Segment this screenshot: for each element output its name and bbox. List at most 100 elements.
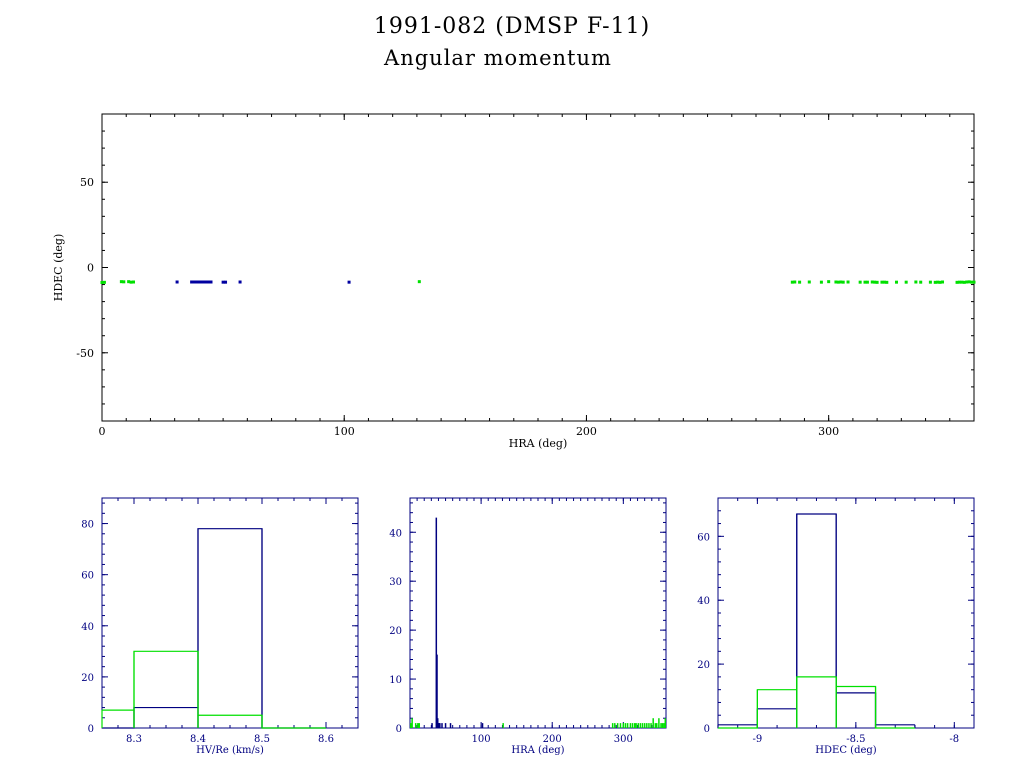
chart1-data-point bbox=[221, 280, 225, 284]
chart1-data-point bbox=[962, 280, 966, 284]
chart1-x-axis-label: HRA (deg) bbox=[509, 437, 568, 450]
chart2-y-tick-label: 40 bbox=[81, 622, 94, 633]
chart-subtitle: Angular momentum bbox=[384, 46, 612, 70]
chart1-data-point bbox=[819, 280, 823, 284]
chart1-y-tick-label: 50 bbox=[80, 176, 94, 189]
chart4-histogram-steps bbox=[718, 676, 915, 729]
chart2-histogram-steps bbox=[102, 650, 326, 729]
chart1-data-point bbox=[938, 280, 942, 284]
chart1-y-tick-label: -50 bbox=[76, 347, 94, 360]
chart3-x-tick-label: 300 bbox=[614, 734, 633, 745]
chart1-data-point bbox=[941, 280, 945, 284]
chart1-data-point bbox=[870, 280, 874, 284]
chart1-data-point bbox=[194, 280, 198, 284]
chart1-data-point bbox=[858, 280, 862, 284]
chart2-y-tick-label: 60 bbox=[81, 571, 94, 582]
chart-title: 1991-082 (DMSP F-11) bbox=[373, 14, 651, 39]
chart1-data-point bbox=[936, 280, 940, 284]
chart2-x-tick-label: 8.4 bbox=[190, 734, 206, 745]
chart1-data-point bbox=[417, 280, 421, 284]
chart1-data-point bbox=[865, 280, 869, 284]
chart1-data-point bbox=[960, 280, 964, 284]
chart1-data-point bbox=[834, 280, 838, 284]
chart1-data-point bbox=[955, 280, 959, 284]
chart3-plot-frame bbox=[409, 497, 667, 729]
chart4-x-tick-label: -9 bbox=[753, 734, 763, 745]
chart1-data-point bbox=[914, 280, 918, 284]
chart1-data-point bbox=[131, 280, 135, 284]
chart1-data-point bbox=[202, 280, 206, 284]
chart1-x-tick-label: 300 bbox=[818, 425, 839, 438]
chart1-data-point bbox=[928, 280, 932, 284]
chart1-data-point bbox=[967, 280, 971, 284]
chart1-x-tick-label: 0 bbox=[99, 425, 106, 438]
chart1-data-point bbox=[122, 280, 126, 284]
chart4-x-tick-label: -8.5 bbox=[846, 734, 865, 745]
chart2-plot-frame bbox=[101, 497, 359, 729]
chart4-x-axis-label: HDEC (deg) bbox=[815, 745, 876, 756]
chart3-y-tick-label: 0 bbox=[396, 724, 402, 735]
chart2-x-axis-label: HV/Re (km/s) bbox=[196, 745, 264, 756]
chart4-plot-frame bbox=[717, 497, 975, 729]
chart3-x-tick-label: 100 bbox=[472, 734, 491, 745]
chart1-data-point bbox=[790, 280, 794, 284]
chart2-x-tick-label: 8.5 bbox=[254, 734, 270, 745]
chart4-histogram-steps bbox=[718, 513, 915, 726]
chart1-data-point bbox=[875, 280, 879, 284]
chart3-x-tick-label: 200 bbox=[543, 734, 562, 745]
chart1-data-point bbox=[207, 280, 211, 284]
chart3-y-tick-label: 30 bbox=[389, 577, 402, 588]
chart2-y-tick-label: 20 bbox=[81, 673, 94, 684]
chart4-y-tick-label: 20 bbox=[697, 660, 710, 671]
chart3-y-tick-label: 40 bbox=[389, 528, 402, 539]
chart1-data-point bbox=[102, 280, 106, 284]
chart1-x-tick-label: 100 bbox=[334, 425, 355, 438]
chart1-data-point bbox=[199, 280, 203, 284]
chart1-data-point bbox=[933, 280, 937, 284]
chart1-data-point bbox=[798, 280, 802, 284]
chart3-y-tick-label: 20 bbox=[389, 626, 402, 637]
chart1-data-point bbox=[863, 280, 867, 284]
chart1-data-point bbox=[190, 280, 194, 284]
chart1-data-point bbox=[880, 280, 884, 284]
chart1-data-point bbox=[841, 280, 845, 284]
chart2-histogram-steps bbox=[102, 528, 326, 729]
chart1-data-point bbox=[175, 280, 179, 284]
chart1-data-point bbox=[957, 280, 961, 284]
chart4-y-tick-label: 40 bbox=[697, 596, 710, 607]
chart1-data-point bbox=[885, 280, 889, 284]
chart2-y-tick-label: 0 bbox=[88, 724, 94, 735]
chart1-data-point bbox=[894, 280, 898, 284]
chart1-data-point bbox=[197, 280, 201, 284]
chart1-y-tick-label: 0 bbox=[87, 262, 94, 275]
chart4-y-tick-label: 60 bbox=[697, 532, 710, 543]
chart1-data-point bbox=[904, 280, 908, 284]
chart1-data-point bbox=[919, 280, 923, 284]
chart1-data-point bbox=[873, 280, 877, 284]
chart2-x-tick-label: 8.3 bbox=[126, 734, 142, 745]
chart1-data-point bbox=[127, 280, 131, 284]
chart1-data-point bbox=[209, 280, 213, 284]
chart1-data-point bbox=[882, 280, 886, 284]
chart1-data-point bbox=[970, 280, 974, 284]
chart3-y-tick-label: 10 bbox=[389, 675, 402, 686]
chart1-y-axis-label: HDEC (deg) bbox=[52, 234, 65, 302]
chart1-data-point bbox=[238, 280, 242, 284]
chart1-x-tick-label: 200 bbox=[576, 425, 597, 438]
chart1-data-point bbox=[224, 280, 228, 284]
chart1-data-point bbox=[839, 280, 843, 284]
chart4-x-tick-label: -8 bbox=[949, 734, 959, 745]
chart1-data-point bbox=[347, 280, 351, 284]
chart1-data-point bbox=[965, 280, 969, 284]
chart1-data-point bbox=[100, 281, 104, 285]
chart1-data-point bbox=[827, 280, 831, 284]
chart1-data-point bbox=[129, 280, 133, 284]
chart1-data-point bbox=[972, 280, 976, 284]
chart1-data-point bbox=[119, 280, 123, 284]
chart2-x-tick-label: 8.6 bbox=[318, 734, 334, 745]
chart1-data-point bbox=[846, 280, 850, 284]
chart1-plot-frame bbox=[101, 113, 975, 422]
chart1-data-point bbox=[192, 280, 196, 284]
chart3-x-axis-label: HRA (deg) bbox=[511, 745, 564, 756]
